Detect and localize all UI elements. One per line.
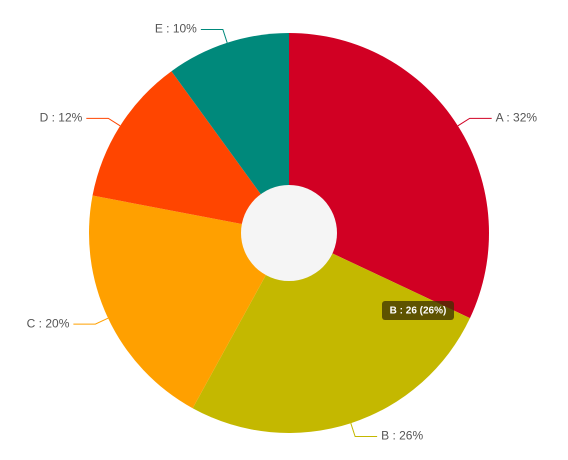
slices [88,32,490,433]
leader-line [200,28,228,43]
slice [289,33,490,319]
slice-label: C : 20% [27,316,70,330]
slice [192,233,470,433]
tooltip-text: B : 26 (26%) [390,306,447,317]
slice [171,32,289,233]
slice-label: A : 32% [496,111,538,125]
leader-line [86,117,121,127]
slice [92,71,290,234]
slice [88,195,289,409]
leader-line [73,317,109,325]
leader-line [350,423,378,438]
slice-label: B : 26% [381,429,423,443]
slice-label: E : 10% [155,22,197,36]
leader-line [457,117,492,127]
tooltip-box [382,301,454,320]
donut-hole [241,185,337,281]
tooltip: B : 26 (26%) [382,301,454,320]
slice-label: D : 12% [40,111,83,125]
